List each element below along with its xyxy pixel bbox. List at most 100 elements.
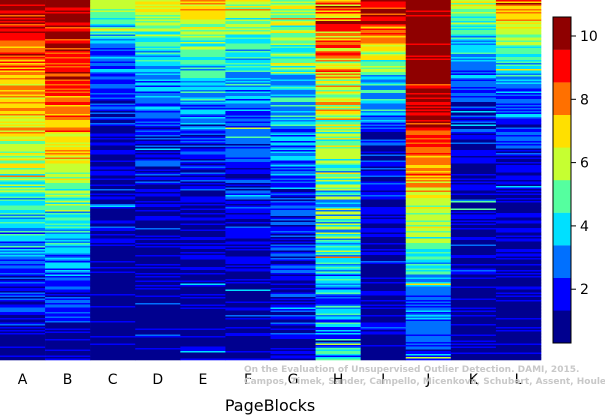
heatmap-cell (90, 312, 136, 314)
heatmap-cell (0, 324, 46, 326)
heatmap-cell (180, 49, 226, 52)
heatmap-cell (315, 297, 361, 299)
heatmap-cell (270, 139, 316, 142)
heatmap-cell (315, 76, 361, 79)
heatmap-cell (0, 52, 46, 55)
heatmap-cell (225, 99, 271, 101)
heatmap-cell (405, 234, 452, 236)
x-tick-label-B: B (63, 372, 73, 388)
heatmap-cell (360, 354, 407, 356)
heatmap-cell (90, 193, 136, 196)
heatmap-cell (405, 76, 452, 79)
heatmap-cell (360, 46, 407, 49)
heatmap-cell (90, 105, 136, 107)
heatmap-cell (315, 109, 361, 112)
heatmap-cell (450, 132, 497, 134)
heatmap-cell (135, 3, 181, 5)
heatmap-cell (225, 312, 271, 314)
heatmap-cell (495, 160, 542, 163)
heatmap-cell (405, 55, 452, 58)
heatmap-cell (315, 307, 361, 310)
heatmap-cell (90, 252, 136, 254)
heatmap-cell (180, 57, 226, 59)
heatmap-cell (270, 288, 316, 290)
heatmap-cell (225, 201, 271, 203)
heatmap-cell (0, 295, 46, 298)
heatmap-cell (315, 40, 361, 43)
heatmap-cell (495, 235, 542, 238)
heatmap-cell (45, 94, 91, 97)
heatmap-cell (45, 267, 91, 269)
heatmap-cell (0, 264, 46, 266)
heatmap-cell (180, 81, 226, 83)
heatmap-cell (495, 54, 542, 56)
heatmap-cell (45, 55, 91, 58)
heatmap-cell (90, 79, 136, 82)
heatmap-cell (225, 12, 271, 14)
heatmap-cell (180, 277, 226, 280)
heatmap-cell (180, 120, 226, 122)
heatmap-cell (315, 331, 361, 334)
heatmap-cell (225, 127, 271, 130)
heatmap-cell (315, 355, 361, 358)
heatmap-cell (405, 322, 452, 325)
heatmap-cell (270, 309, 316, 311)
heatmap-cell (405, 132, 452, 134)
heatmap-cell (360, 27, 407, 29)
heatmap-cell (180, 307, 226, 310)
heatmap-cell (135, 246, 181, 248)
heatmap-cell (135, 186, 181, 188)
heatmap-cell (180, 118, 226, 121)
heatmap-cell (135, 180, 181, 182)
heatmap-cell (45, 42, 91, 44)
heatmap-cell (315, 190, 361, 193)
heatmap-cell (225, 124, 271, 127)
heatmap-cell (0, 34, 46, 37)
heatmap-cell (90, 163, 136, 166)
heatmap-cell (135, 145, 181, 148)
heatmap-cell (135, 165, 181, 167)
heatmap-cell (45, 115, 91, 118)
heatmap-cell (45, 78, 91, 80)
heatmap-cell (45, 111, 91, 113)
heatmap-cell (225, 187, 271, 190)
heatmap-cell (135, 144, 181, 146)
heatmap-cell (450, 24, 497, 26)
heatmap-cell (270, 247, 316, 250)
heatmap-cell (0, 231, 46, 233)
heatmap-cell (45, 40, 91, 43)
heatmap-cell (270, 237, 316, 239)
heatmap-cell (90, 73, 136, 76)
heatmap-cell (315, 243, 361, 245)
heatmap-cell (45, 18, 91, 20)
heatmap-cell (360, 267, 407, 269)
heatmap-cell (90, 7, 136, 10)
heatmap-cell (225, 354, 271, 356)
heatmap-cell (405, 267, 452, 269)
heatmap-cell (90, 330, 136, 332)
heatmap-cell (450, 289, 497, 292)
heatmap-cell (360, 90, 407, 92)
heatmap-cell (270, 280, 316, 283)
heatmap-cell (315, 226, 361, 229)
heatmap-cell (405, 99, 452, 101)
heatmap-cell (405, 225, 452, 227)
heatmap-cell (0, 321, 46, 323)
heatmap-cell (135, 46, 181, 49)
heatmap-cell (495, 105, 542, 107)
heatmap-cell (135, 334, 181, 337)
heatmap-cell (450, 63, 497, 65)
heatmap-cell (180, 276, 226, 278)
heatmap-cell (270, 175, 316, 178)
heatmap-cell (135, 285, 181, 287)
heatmap-cell (225, 253, 271, 256)
heatmap-cell (45, 346, 91, 349)
heatmap-cell (360, 150, 407, 152)
heatmap-cell (405, 207, 452, 209)
heatmap-cell (495, 139, 542, 142)
heatmap-cell (405, 235, 452, 238)
heatmap-cell (0, 355, 46, 358)
heatmap-cell (225, 301, 271, 304)
heatmap-cell (45, 186, 91, 188)
heatmap-cell (0, 4, 46, 7)
